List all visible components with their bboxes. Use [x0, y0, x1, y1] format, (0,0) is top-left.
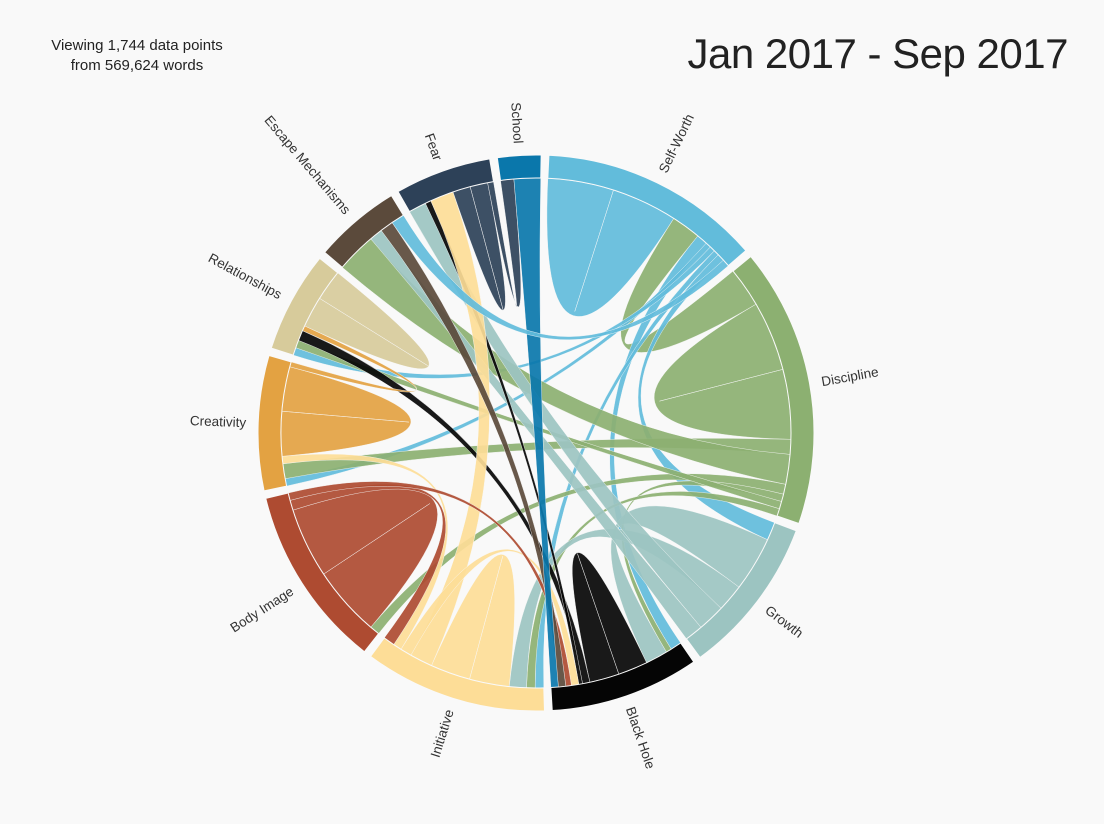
group-label-self-worth: Self-Worth [656, 112, 697, 176]
group-arc-school[interactable] [496, 154, 542, 182]
ribbon-layer [280, 177, 792, 689]
group-label-black-hole: Black Hole [623, 705, 658, 771]
group-label-escape-mechanisms: Escape Mechanisms [261, 113, 353, 218]
group-arc-growth[interactable] [685, 522, 797, 659]
group-label-initiative: Initiative [428, 708, 457, 760]
group-label-growth: Growth [762, 603, 806, 641]
group-label-fear: Fear [422, 131, 446, 163]
group-arc-initiative[interactable] [369, 637, 546, 712]
group-arc-relationships[interactable] [270, 257, 339, 356]
group-arc-black-hole[interactable] [550, 642, 695, 712]
group-label-body-image: Body Image [228, 584, 297, 636]
group-label-creativity: Creativity [190, 413, 247, 430]
group-arc-discipline[interactable] [732, 255, 815, 525]
group-label-relationships: Relationships [206, 250, 285, 302]
data-points-count: Viewing 1,744 data points [51, 37, 223, 54]
group-arc-body-image[interactable] [265, 492, 380, 653]
group-arc-creativity[interactable] [257, 354, 292, 492]
group-arc-fear[interactable] [397, 158, 495, 213]
group-label-discipline: Discipline [820, 364, 880, 389]
group-label-school: School [508, 102, 525, 144]
group-arc-escape-mechanisms[interactable] [324, 194, 405, 268]
group-arc-self-worth[interactable] [547, 154, 747, 267]
word-count: from 569,624 words [70, 57, 204, 74]
data-summary: Viewing 1,744 data points from 569,624 w… [20, 36, 254, 76]
date-range-title: Jan 2017 - Sep 2017 [687, 30, 1069, 77]
group-arc-layer [257, 154, 815, 712]
